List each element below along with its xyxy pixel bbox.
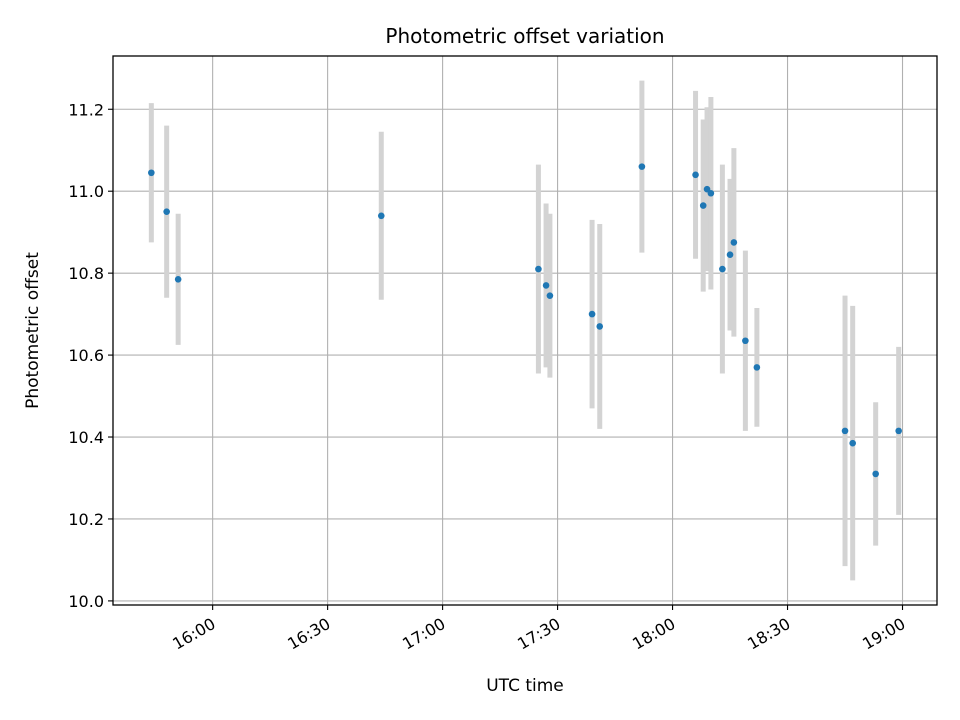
y-tick-label: 10.4 bbox=[68, 428, 104, 447]
data-point bbox=[546, 292, 554, 299]
plot-frame bbox=[112, 55, 938, 606]
data-point bbox=[174, 275, 182, 283]
data-point bbox=[692, 171, 699, 179]
data-point bbox=[377, 212, 385, 220]
data-point bbox=[596, 323, 604, 330]
data-point bbox=[535, 265, 542, 273]
data-point bbox=[542, 282, 550, 289]
y-tick-label: 10.6 bbox=[68, 346, 104, 365]
y-tick-label: 10.2 bbox=[68, 510, 104, 529]
data-point bbox=[841, 427, 849, 435]
chart-title: Photometric offset variation bbox=[385, 24, 664, 48]
data-point bbox=[726, 251, 734, 259]
data-point bbox=[872, 470, 879, 478]
y-tick-label: 11.0 bbox=[68, 182, 104, 201]
data-point bbox=[849, 439, 856, 447]
data-point bbox=[588, 310, 596, 318]
y-tick-label: 11.2 bbox=[68, 100, 104, 119]
data-point bbox=[163, 208, 170, 215]
grid bbox=[113, 56, 937, 605]
data-point bbox=[699, 202, 707, 209]
data-points bbox=[148, 163, 902, 478]
data-point bbox=[753, 364, 761, 371]
x-axis-title: UTC time bbox=[486, 676, 564, 696]
y-tick-label: 10.0 bbox=[68, 592, 104, 611]
data-point bbox=[719, 265, 726, 273]
data-point bbox=[148, 169, 155, 177]
y-tick-label: 10.8 bbox=[68, 264, 104, 283]
data-point bbox=[895, 427, 902, 435]
data-point bbox=[707, 189, 715, 197]
y-axis-title: Photometric offset bbox=[23, 252, 43, 409]
data-point bbox=[742, 337, 749, 345]
data-point bbox=[730, 239, 738, 246]
data-point bbox=[638, 163, 646, 170]
